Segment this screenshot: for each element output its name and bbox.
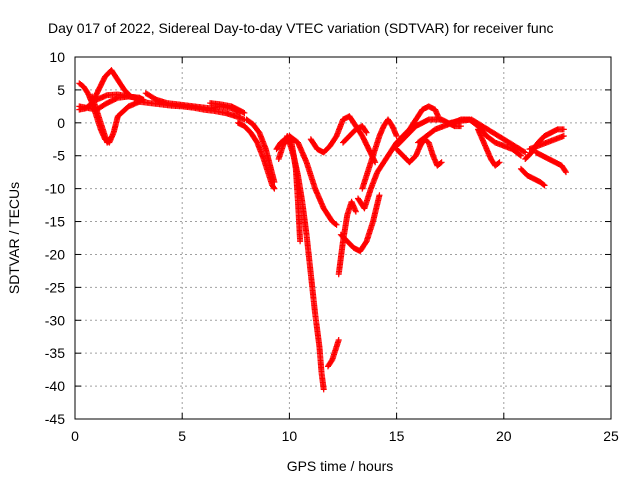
series-arc18 bbox=[337, 192, 383, 255]
data-point bbox=[541, 182, 548, 189]
data-point bbox=[270, 184, 277, 191]
series-arc22 bbox=[393, 136, 445, 169]
data-point bbox=[562, 169, 569, 176]
y-tick-label: -30 bbox=[45, 312, 65, 328]
data-point bbox=[271, 185, 278, 192]
y-tick-label: -35 bbox=[45, 345, 65, 361]
y-tick-label: 5 bbox=[57, 82, 65, 98]
series-arc15 bbox=[307, 113, 379, 166]
data-point bbox=[560, 126, 567, 133]
data-point bbox=[376, 192, 383, 199]
data-point bbox=[437, 160, 444, 167]
data-point bbox=[522, 149, 529, 156]
chart-title: Day 017 of 2022, Sidereal Day-to-day VTE… bbox=[48, 20, 554, 36]
data-point bbox=[332, 221, 339, 228]
data-point bbox=[363, 129, 370, 136]
series-arc10 bbox=[243, 116, 278, 186]
x-tick-label: 0 bbox=[71, 428, 79, 444]
y-tick-label: -10 bbox=[45, 181, 65, 197]
data-point bbox=[362, 128, 369, 135]
y-tick-label: -5 bbox=[53, 148, 66, 164]
x-tick-label: 10 bbox=[282, 428, 298, 444]
y-tick-label: -20 bbox=[45, 246, 65, 262]
x-tick-label: 20 bbox=[496, 428, 512, 444]
series-arc19 bbox=[355, 103, 443, 212]
series-arc24 bbox=[447, 116, 529, 156]
axis-ticks: 0 5 10 15 20 25 10 5 0 -5 -10 -15 -20 -25 -30 -35 -40 -45 bbox=[45, 49, 619, 444]
x-axis-label: GPS time / hours bbox=[287, 458, 394, 474]
x-tick-label: 25 bbox=[603, 428, 619, 444]
series-arc28 bbox=[526, 132, 567, 153]
data-point bbox=[271, 179, 278, 186]
series-arc26 bbox=[517, 165, 548, 189]
data-point bbox=[335, 337, 342, 344]
series-arc4 bbox=[89, 93, 113, 146]
x-tick-label: 15 bbox=[389, 428, 405, 444]
data-point bbox=[496, 159, 503, 166]
y-tick-label: -25 bbox=[45, 279, 65, 295]
y-tick-label: -40 bbox=[45, 378, 65, 394]
series-arc14 bbox=[324, 337, 342, 370]
series-arc20 bbox=[359, 116, 400, 192]
series-arc25 bbox=[475, 126, 503, 169]
data-series bbox=[76, 67, 569, 393]
y-tick-label: 10 bbox=[49, 49, 65, 65]
data-point bbox=[393, 132, 400, 139]
series-arc9 bbox=[234, 119, 278, 192]
data-point bbox=[517, 152, 524, 159]
series-arc16 bbox=[340, 123, 370, 146]
x-tick-label: 5 bbox=[178, 428, 186, 444]
plot-frame bbox=[74, 56, 612, 420]
data-point bbox=[562, 168, 569, 175]
y-tick-label: 0 bbox=[57, 115, 65, 131]
data-point bbox=[297, 238, 304, 245]
y-tick-label: -15 bbox=[45, 214, 65, 230]
data-point bbox=[352, 208, 359, 215]
data-point bbox=[540, 181, 547, 188]
data-point bbox=[320, 386, 327, 393]
data-point bbox=[333, 221, 340, 228]
y-axis-label: SDTVAR / TECUs bbox=[6, 182, 22, 294]
series-arc13 bbox=[286, 132, 340, 228]
data-point bbox=[457, 123, 464, 130]
data-point bbox=[516, 151, 523, 158]
data-point bbox=[495, 160, 502, 167]
data-point bbox=[521, 148, 528, 155]
series-arc8 bbox=[207, 100, 248, 116]
data-point bbox=[105, 137, 112, 144]
data-point bbox=[241, 109, 248, 116]
data-point bbox=[560, 132, 567, 139]
series-arc1 bbox=[76, 80, 143, 146]
series-arc11 bbox=[273, 136, 327, 393]
y-tick-label: -45 bbox=[45, 411, 65, 427]
data-point bbox=[438, 159, 445, 166]
series-arc12 bbox=[275, 132, 304, 245]
series-arc5 bbox=[93, 91, 147, 103]
data-point bbox=[106, 136, 113, 143]
series-arc29 bbox=[532, 149, 569, 176]
